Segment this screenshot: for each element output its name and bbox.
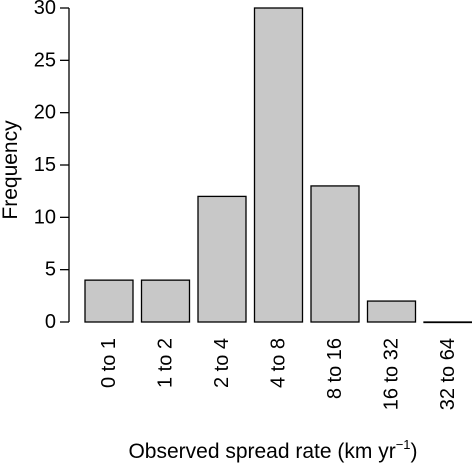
x-tick-label: 2 to 4 bbox=[211, 338, 233, 388]
x-tick-label: 1 to 2 bbox=[155, 338, 177, 388]
y-axis: 0 5 10 15 20 25 30 bbox=[34, 0, 70, 333]
bar bbox=[366, 300, 417, 323]
x-axis: 0 to 1 1 to 2 2 to 4 4 to 8 8 to 16 16 to 32 3… bbox=[98, 338, 459, 410]
y-tick-label: 30 bbox=[34, 0, 56, 19]
y-tick-label: 5 bbox=[45, 259, 56, 281]
x-tick-label: 16 to 32 bbox=[381, 338, 403, 410]
bar bbox=[310, 185, 360, 323]
x-tick-label: 4 to 8 bbox=[268, 338, 290, 388]
bar bbox=[197, 195, 247, 323]
bars-group bbox=[84, 7, 472, 324]
y-tick-label: 25 bbox=[34, 49, 56, 71]
x-tick-label: 8 to 16 bbox=[324, 338, 346, 399]
y-tick-label: 15 bbox=[34, 154, 56, 176]
x-axis-title-suffix: ) bbox=[411, 440, 418, 463]
x-axis-title-superscript: −1 bbox=[396, 437, 411, 452]
x-axis-title: Observed spread rate (km yr−1) bbox=[128, 437, 417, 463]
y-axis-title: Frequency bbox=[0, 120, 22, 220]
bar bbox=[84, 279, 134, 323]
bar bbox=[140, 279, 191, 323]
y-tick-label: 0 bbox=[45, 311, 56, 333]
x-tick-label: 0 to 1 bbox=[98, 338, 120, 388]
bar bbox=[253, 7, 304, 323]
bar bbox=[423, 321, 472, 324]
y-tick-label: 10 bbox=[34, 206, 56, 228]
y-tick-label: 20 bbox=[34, 102, 56, 124]
x-tick-label: 32 to 64 bbox=[437, 338, 459, 410]
x-axis-title-main: Observed spread rate (km yr bbox=[128, 440, 395, 463]
